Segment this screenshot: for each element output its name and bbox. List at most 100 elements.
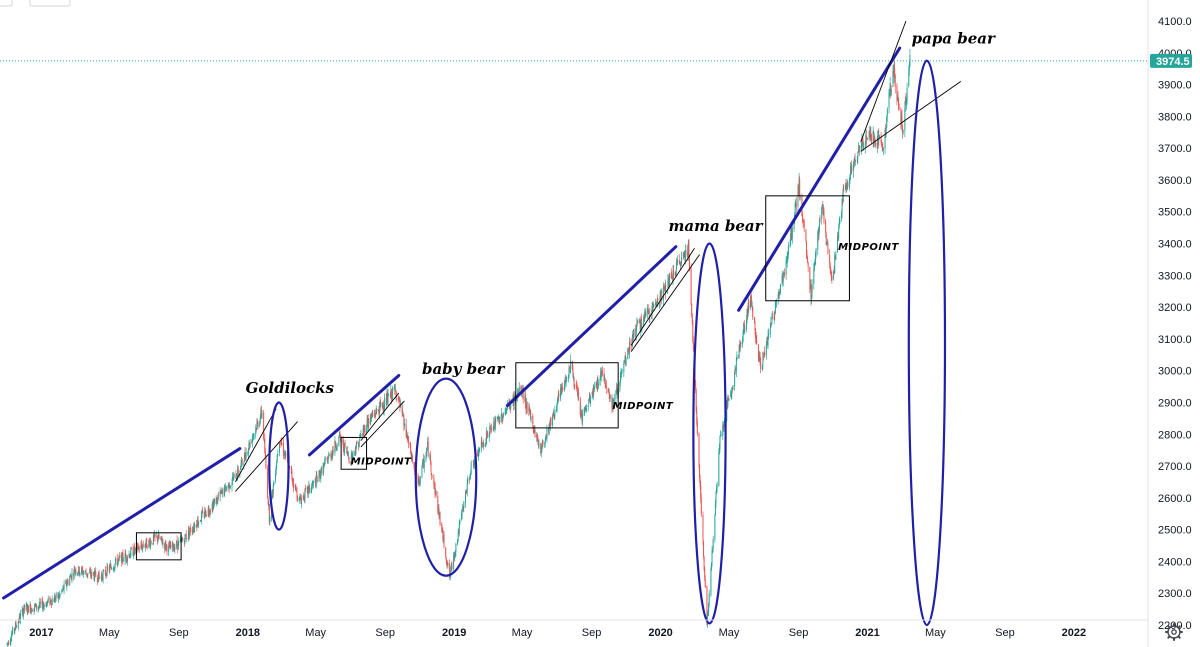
candle (815, 250, 817, 266)
blue-ellipse[interactable] (907, 59, 947, 627)
blue-trend-line[interactable] (505, 245, 678, 408)
candle (441, 528, 443, 534)
candle (779, 283, 781, 295)
blue-trend-line[interactable] (737, 46, 902, 312)
candle (407, 436, 409, 449)
candle (716, 483, 718, 495)
candle (272, 489, 274, 499)
y-tick-label: 2900.0 (1158, 397, 1192, 409)
candle (795, 197, 797, 213)
consolidation-box[interactable] (515, 362, 619, 429)
blue-trend-line[interactable] (2, 447, 242, 600)
blue-trend-line[interactable] (307, 373, 401, 457)
candle (395, 390, 397, 401)
candle (593, 385, 595, 395)
toolbar-button-fragment[interactable] (0, 0, 13, 7)
candle (264, 447, 266, 459)
candle (466, 478, 468, 497)
black-trend-line[interactable] (630, 248, 695, 346)
candle (130, 546, 132, 550)
candle (866, 137, 868, 141)
settings-gear-icon[interactable] (1165, 623, 1183, 641)
consolidation-box[interactable] (340, 436, 368, 470)
candle (211, 501, 213, 514)
black-trend-line[interactable] (360, 392, 400, 441)
time-axis[interactable]: 2017 May Sep 2018 May Sep 2019 May Sep 2020 May Sep… (29, 627, 1086, 639)
candle (471, 460, 473, 462)
candle (62, 584, 64, 592)
candle (809, 266, 811, 294)
black-trend-line[interactable] (360, 400, 405, 448)
candle (703, 555, 705, 572)
candle (480, 436, 482, 453)
candle (390, 388, 392, 404)
candle (442, 526, 444, 542)
candle (418, 477, 420, 486)
candle (679, 261, 681, 271)
candle (675, 270, 677, 277)
candle (419, 476, 421, 487)
candle (596, 376, 598, 393)
blue-ellipse[interactable] (268, 401, 290, 531)
candle (625, 356, 627, 367)
candle (612, 397, 614, 411)
candle (62, 586, 64, 591)
candle (355, 441, 357, 450)
candle (844, 182, 846, 191)
candle (233, 471, 235, 481)
candle (890, 83, 892, 99)
price-axis[interactable]: 4100.04000.03900.03800.03700.03600.03500… (1158, 16, 1192, 632)
candle (201, 508, 203, 518)
candle (114, 563, 116, 571)
candle (435, 488, 437, 495)
consolidation-box[interactable] (765, 195, 850, 302)
x-tick-label: May (512, 627, 533, 639)
candle (367, 414, 369, 427)
candle (770, 316, 772, 329)
candle (493, 417, 495, 431)
candle (295, 483, 297, 490)
candle (525, 398, 527, 415)
candle (347, 451, 349, 457)
toolbar-button-fragment[interactable] (29, 0, 71, 7)
candle (655, 302, 657, 308)
black-trend-line[interactable] (234, 408, 277, 483)
candle (732, 385, 734, 391)
y-tick-label: 2800.0 (1158, 429, 1192, 441)
candle (142, 545, 144, 553)
candle (625, 351, 627, 366)
blue-ellipse[interactable] (414, 377, 478, 577)
candle (665, 279, 667, 300)
black-trend-line[interactable] (860, 20, 907, 142)
candle (620, 367, 622, 381)
candle (70, 575, 72, 581)
candle (854, 153, 856, 162)
candle (722, 421, 724, 440)
candle (202, 506, 204, 514)
candle (727, 394, 729, 409)
candle (173, 543, 175, 552)
candle (23, 604, 25, 614)
candle (338, 435, 340, 447)
candle (54, 594, 56, 602)
consolidation-box[interactable] (135, 532, 182, 561)
candle (198, 521, 200, 529)
candle (276, 459, 278, 470)
candle (434, 482, 436, 499)
candle (11, 630, 13, 637)
candle (810, 279, 812, 306)
candle (597, 375, 599, 391)
candle (710, 562, 712, 571)
candle (283, 452, 285, 456)
candle (654, 298, 656, 307)
black-trend-line[interactable] (630, 254, 700, 352)
y-tick-label: 2400.0 (1158, 556, 1192, 568)
blue-ellipse[interactable] (692, 242, 727, 625)
candle (491, 423, 493, 433)
candle (898, 103, 900, 111)
candle (73, 565, 75, 580)
black-trend-line[interactable] (860, 81, 962, 152)
candle (97, 580, 99, 583)
candle (803, 218, 805, 223)
candle (714, 513, 716, 543)
